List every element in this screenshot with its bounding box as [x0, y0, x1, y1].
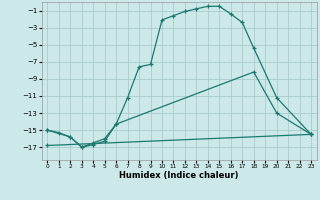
X-axis label: Humidex (Indice chaleur): Humidex (Indice chaleur): [119, 171, 239, 180]
